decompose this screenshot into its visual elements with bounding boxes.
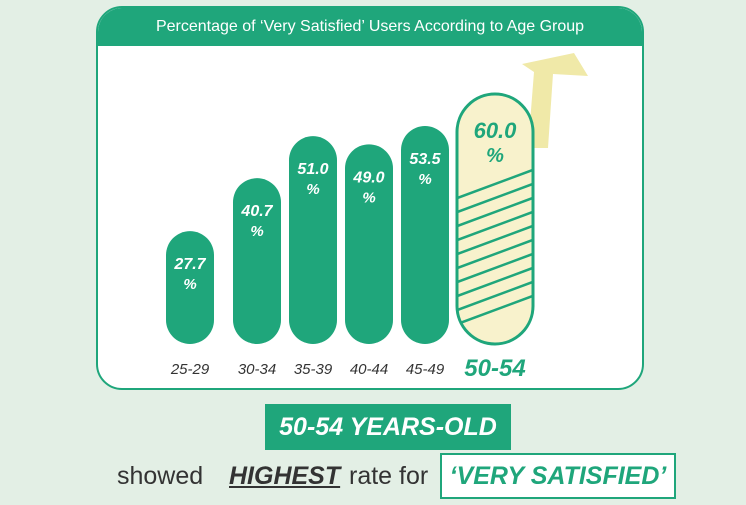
bar-chart: 27.7% 25-29 40.7% 30-34 51.0% 35-39 49.0% 40-44… [166, 53, 588, 382]
callout-prefix: showed [117, 462, 204, 490]
chart-card: Percentage of ‘Very Satisfied’ Users Acc… [96, 6, 644, 390]
category-label-50-54: 50-54 [464, 355, 525, 382]
bar-35-39 [289, 136, 337, 344]
bar-25-29 [166, 231, 214, 344]
unit-label-25-29: % [183, 276, 196, 293]
bar-50-54 [457, 94, 533, 344]
category-label-35-39: 35-39 [294, 361, 333, 378]
value-label-50-54: 60.0 [474, 118, 518, 143]
unit-label-40-44: % [362, 189, 375, 206]
value-label-45-49: 53.5 [409, 151, 441, 168]
unit-label-45-49: % [418, 171, 431, 188]
unit-label-30-34: % [250, 223, 263, 240]
callout-middle: rate for [349, 462, 429, 490]
age-highlight-banner: 50-54 YEARS-OLD [265, 404, 511, 450]
callout-sentence: showed HIGHEST rate for ‘VERY SATISFIED’ [0, 453, 746, 505]
callout-tag: ‘VERY SATISFIED’ [440, 453, 676, 499]
highlight-bar-outline [455, 92, 535, 346]
value-label-30-34: 40.7 [240, 203, 273, 220]
up-arrow-icon [522, 53, 588, 148]
unit-label-50-54: % [486, 145, 504, 167]
callout-emphasis: HIGHEST [229, 462, 341, 490]
bar-30-34 [233, 178, 281, 344]
bar-45-49 [401, 126, 449, 344]
value-label-40-44: 49.0 [352, 169, 384, 186]
category-label-30-34: 30-34 [238, 361, 276, 378]
hatch-pattern [457, 166, 533, 328]
value-label-35-39: 51.0 [297, 161, 328, 178]
bar-40-44 [345, 144, 393, 344]
unit-label-35-39: % [306, 181, 319, 198]
category-label-40-44: 40-44 [350, 361, 388, 378]
value-label-25-29: 27.7 [173, 256, 206, 273]
category-label-25-29: 25-29 [170, 361, 210, 378]
category-label-45-49: 45-49 [406, 361, 445, 378]
chart-title: Percentage of ‘Very Satisfied’ Users Acc… [98, 8, 642, 46]
